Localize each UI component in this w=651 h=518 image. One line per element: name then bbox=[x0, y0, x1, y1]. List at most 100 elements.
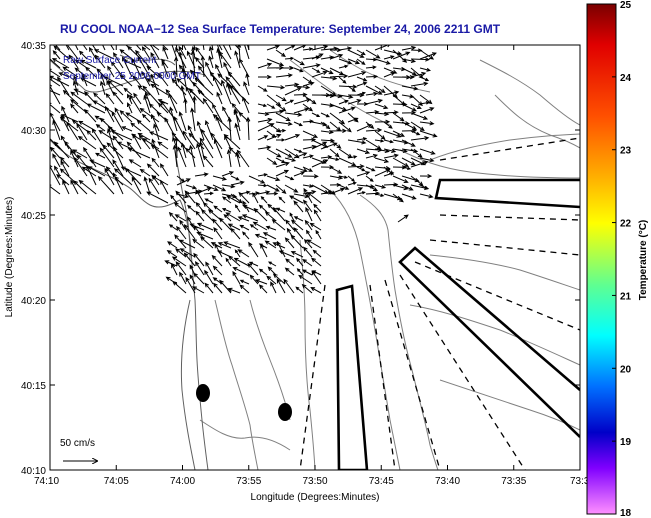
current-vector bbox=[227, 116, 232, 141]
current-vector bbox=[244, 45, 250, 60]
current-vector bbox=[213, 282, 223, 294]
current-vector bbox=[365, 98, 384, 105]
current-vector bbox=[185, 184, 198, 190]
current-vector bbox=[338, 76, 347, 84]
current-vector bbox=[257, 173, 268, 177]
current-vector bbox=[383, 148, 397, 153]
current-vector bbox=[135, 45, 142, 51]
current-vector bbox=[217, 73, 232, 87]
current-vector bbox=[401, 193, 417, 200]
current-vector bbox=[192, 81, 205, 96]
current-vector bbox=[219, 217, 232, 231]
current-vector bbox=[275, 161, 290, 168]
current-vector bbox=[73, 157, 88, 177]
current-vector bbox=[178, 45, 187, 60]
current-vector bbox=[217, 242, 232, 249]
current-vector bbox=[365, 153, 379, 159]
current-vector bbox=[284, 157, 297, 162]
current-vector bbox=[172, 144, 178, 168]
current-vector bbox=[275, 184, 287, 194]
current-vector bbox=[107, 128, 115, 150]
current-vector bbox=[302, 130, 319, 138]
current-vector bbox=[338, 58, 353, 65]
current-vector bbox=[221, 196, 232, 204]
current-vector bbox=[276, 240, 286, 258]
current-vector bbox=[347, 164, 365, 169]
current-vector bbox=[78, 179, 97, 195]
current-vector bbox=[252, 221, 268, 231]
current-vector bbox=[419, 173, 433, 179]
current-vector bbox=[149, 45, 160, 51]
current-vector bbox=[74, 67, 88, 78]
colorbar-tick-label: 20 bbox=[620, 364, 632, 375]
current-vector bbox=[401, 184, 414, 191]
current-vector bbox=[248, 241, 259, 258]
current-vector bbox=[392, 157, 410, 167]
current-vector bbox=[104, 105, 115, 123]
current-vector bbox=[177, 146, 187, 168]
current-vector bbox=[197, 89, 214, 105]
current-vector bbox=[175, 261, 187, 276]
current-vector bbox=[196, 120, 205, 141]
current-vector bbox=[151, 113, 160, 132]
current-vector bbox=[157, 141, 169, 150]
current-vector bbox=[146, 78, 160, 87]
current-vector bbox=[51, 58, 70, 69]
current-vector bbox=[228, 45, 232, 51]
current-vector bbox=[173, 202, 187, 213]
current-vector bbox=[213, 75, 223, 96]
current-vector bbox=[107, 65, 115, 78]
current-vector bbox=[383, 121, 393, 129]
current-vector bbox=[52, 119, 61, 141]
current-vector bbox=[151, 157, 160, 168]
current-vector bbox=[356, 91, 366, 96]
current-vector bbox=[142, 85, 160, 105]
current-vector bbox=[184, 190, 196, 204]
current-vector bbox=[365, 121, 375, 129]
current-vector bbox=[94, 152, 106, 159]
current-vector bbox=[374, 103, 389, 110]
current-vector bbox=[228, 147, 241, 159]
current-vector bbox=[392, 184, 409, 191]
current-vector bbox=[196, 222, 214, 231]
current-vector bbox=[211, 254, 223, 267]
current-vector bbox=[419, 193, 434, 199]
current-vector bbox=[50, 164, 61, 186]
current-vector bbox=[58, 72, 70, 78]
current-vector bbox=[139, 107, 160, 123]
current-vector bbox=[202, 97, 214, 114]
current-vector bbox=[329, 166, 343, 174]
current-vector bbox=[99, 147, 115, 168]
current-vector bbox=[111, 111, 124, 132]
current-vector bbox=[288, 195, 304, 204]
current-vector bbox=[275, 94, 287, 102]
current-vector bbox=[208, 55, 214, 69]
current-vector bbox=[218, 45, 223, 51]
current-vector bbox=[410, 160, 429, 168]
y-axis: 40:35 40:30 40:25 40:20 40:15 40:10 bbox=[21, 41, 580, 477]
current-vector bbox=[296, 268, 304, 276]
current-vector bbox=[329, 53, 344, 60]
current-vector bbox=[216, 91, 223, 105]
current-vector bbox=[181, 67, 187, 87]
current-vector bbox=[383, 90, 400, 96]
current-vector bbox=[401, 139, 416, 147]
current-vector bbox=[266, 275, 277, 285]
current-vector bbox=[295, 286, 304, 294]
current-vector bbox=[302, 184, 314, 188]
current-vector bbox=[95, 124, 106, 132]
current-vector bbox=[264, 211, 277, 222]
current-vector bbox=[238, 191, 250, 204]
current-vector bbox=[254, 233, 268, 240]
current-vector bbox=[383, 110, 399, 115]
current-vector bbox=[59, 156, 70, 168]
current-vector bbox=[329, 139, 342, 149]
current-vector bbox=[94, 54, 106, 69]
current-vector bbox=[419, 148, 436, 155]
current-vector bbox=[171, 256, 187, 267]
current-vector bbox=[167, 241, 178, 249]
current-vector bbox=[195, 210, 205, 222]
current-vector bbox=[347, 49, 365, 58]
current-vector bbox=[419, 67, 432, 72]
current-vector bbox=[225, 257, 232, 267]
